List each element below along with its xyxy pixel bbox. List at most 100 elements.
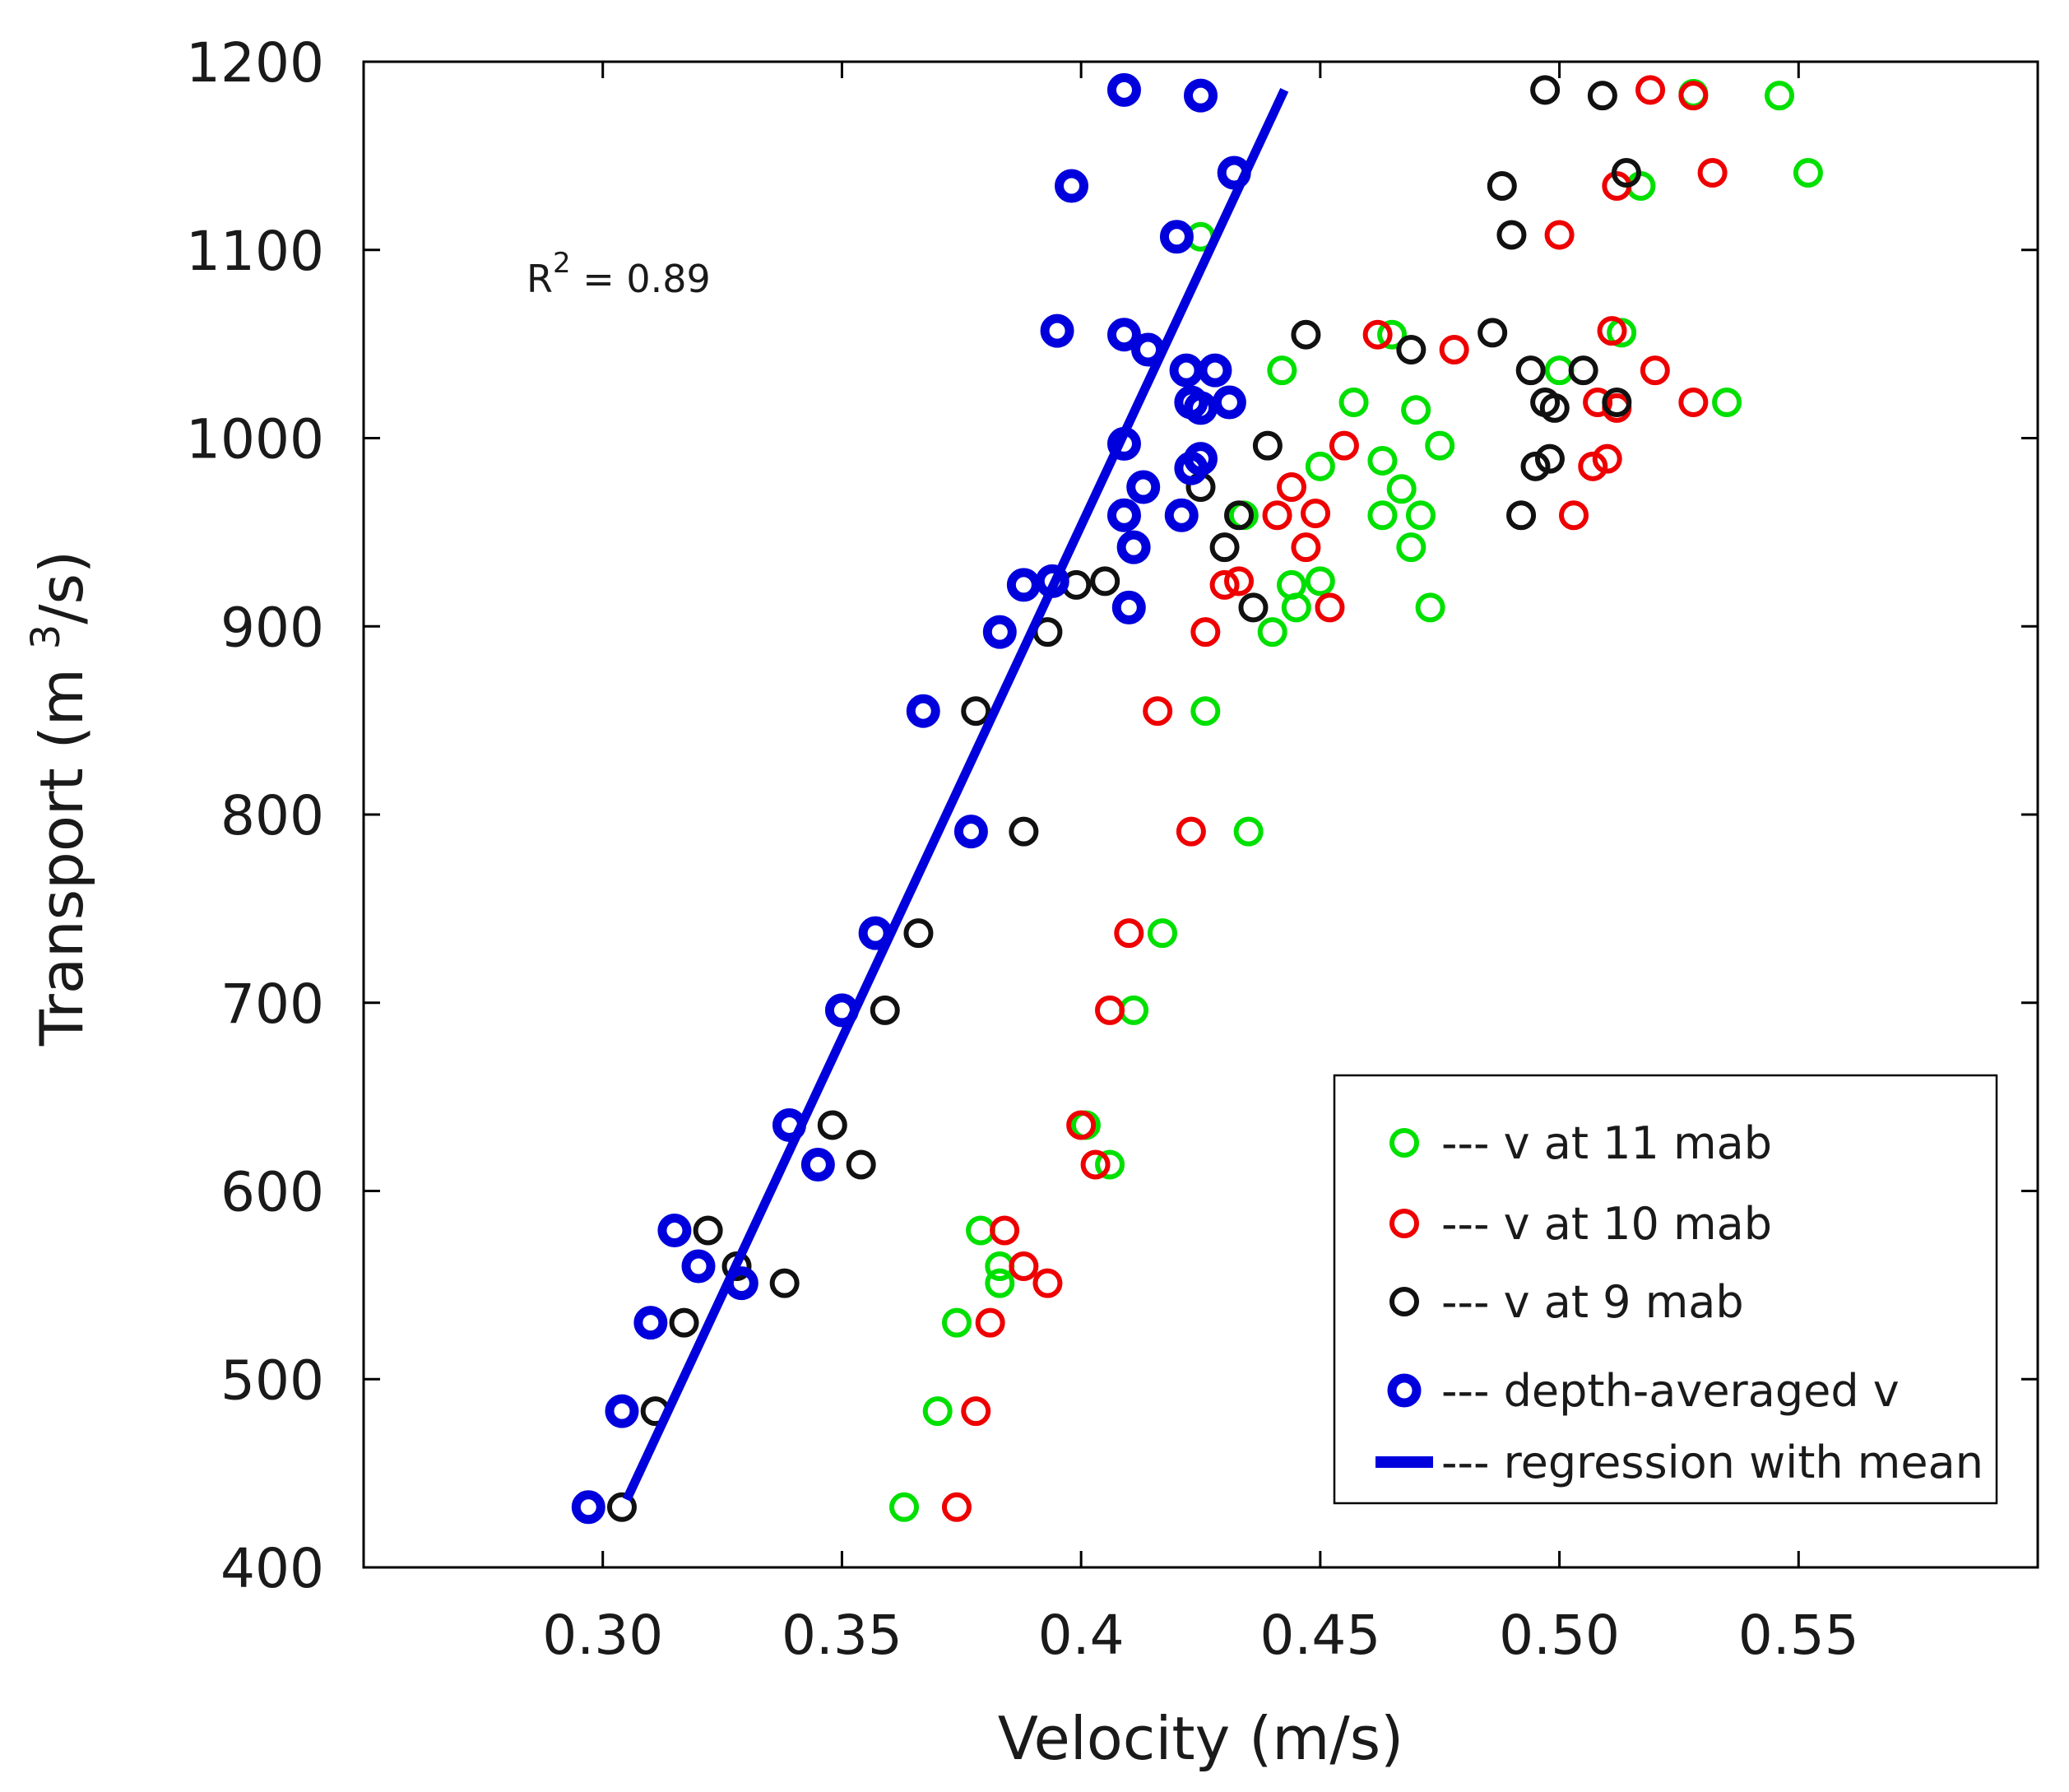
r-squared-prefix: R: [527, 257, 553, 301]
legend-label: --- v at 10 mab: [1441, 1198, 1772, 1250]
x-tick-label: 0.4: [1038, 1604, 1125, 1667]
series-0-point: [1396, 532, 1426, 563]
y-tick-label: 1100: [186, 220, 324, 283]
series-2-point: [1009, 816, 1039, 847]
regression-line: [622, 87, 1289, 1502]
series-3-point: [1174, 385, 1208, 420]
series-2-point: [1209, 532, 1240, 563]
series-1-point: [1578, 451, 1608, 481]
series-3-point: [681, 1249, 716, 1284]
series-0-point: [1276, 569, 1306, 600]
r-squared-sup: 2: [553, 247, 571, 280]
y-tick-label: 600: [220, 1161, 324, 1224]
series-1-point: [1640, 355, 1670, 386]
series-0-point: [1305, 566, 1335, 597]
legend-label: --- v at 9 mab: [1441, 1276, 1744, 1328]
series-1-point: [1362, 319, 1393, 350]
series-3-point: [605, 1394, 639, 1428]
series-1-point: [1592, 443, 1622, 474]
legend-marker-swatch: [1389, 1287, 1419, 1316]
series-1-point: [1678, 81, 1709, 111]
series-1-point: [1209, 569, 1240, 600]
y-tick-label: 500: [220, 1349, 324, 1412]
series-1-point: [1262, 500, 1292, 531]
series-3-point: [1040, 313, 1074, 348]
series-1-point: [1190, 617, 1221, 648]
y-tick-label: 700: [220, 973, 324, 1036]
series-2-point: [693, 1215, 723, 1246]
x-tick-label: 0.45: [1259, 1604, 1380, 1667]
series-0-point: [1190, 696, 1221, 727]
series-2-point: [1487, 170, 1517, 201]
series-0-point: [1405, 500, 1436, 531]
series-3-point: [1198, 353, 1232, 388]
series-0-point: [1257, 617, 1287, 648]
series-3-point: [1111, 590, 1146, 624]
data-layer: [571, 72, 1823, 1525]
x-tick-label: 0.35: [782, 1604, 902, 1667]
series-0-point: [1095, 1149, 1125, 1180]
legend-label: --- depth-averaged v: [1441, 1365, 1900, 1417]
series-2-point: [903, 918, 934, 949]
y-tick-label: 1200: [186, 31, 324, 95]
series-1-point: [1544, 220, 1575, 250]
y-tick-label: 1000: [186, 408, 324, 471]
series-2-point: [1478, 318, 1508, 348]
series-0-point: [1386, 474, 1417, 504]
x-axis-title: Velocity (m/s): [998, 1704, 1403, 1773]
series-2-point: [1396, 334, 1426, 364]
series-0-point: [1367, 500, 1398, 531]
series-2-point: [1496, 220, 1527, 250]
series-2-point: [1252, 430, 1283, 461]
series-0-point: [1147, 918, 1177, 949]
series-0-point: [1338, 388, 1369, 418]
series-3-point: [982, 615, 1017, 649]
series-3-point: [571, 1490, 605, 1525]
series-2-point: [1611, 157, 1641, 188]
series-1-point: [1559, 500, 1589, 531]
legend-label: --- regression with mean: [1441, 1437, 1983, 1488]
series-0-point: [1415, 592, 1445, 623]
y-axis-title: Transport (m 3/s): [23, 550, 96, 1047]
series-1-point: [1678, 388, 1709, 418]
series-1-point: [1224, 566, 1255, 597]
series-1-point: [1080, 1149, 1111, 1180]
y-axis-title-main: Transport (m: [27, 649, 96, 1047]
series-2-point: [870, 995, 900, 1025]
series-1-point: [1583, 388, 1613, 418]
y-tick-label: 900: [220, 596, 324, 659]
series-2-point: [1520, 451, 1551, 481]
legend: --- v at 11 mab --- v at 10 mab --- v at 9…: [1333, 1074, 1998, 1505]
series-2-point: [1090, 566, 1120, 597]
legend-label: --- v at 11 mab: [1441, 1117, 1772, 1169]
series-3-point: [800, 1147, 835, 1182]
series-0-point: [922, 1396, 953, 1427]
x-tick-label: 0.30: [542, 1604, 663, 1667]
series-0-point: [1765, 81, 1795, 111]
series-0-point: [1233, 816, 1264, 847]
r-squared-annotation: R2 = 0.89: [527, 247, 711, 301]
series-1-point: [941, 1492, 972, 1522]
y-tick-label: 800: [220, 784, 324, 847]
series-0-point: [1305, 451, 1335, 481]
series-1-point: [1439, 334, 1469, 364]
series-1-point: [975, 1307, 1005, 1338]
series-2-point: [846, 1149, 876, 1180]
series-3-point: [1212, 385, 1246, 420]
series-0-point: [1401, 395, 1431, 425]
series-1-point: [1032, 1268, 1063, 1298]
series-3-point: [953, 815, 988, 849]
frame-layer: [362, 60, 2039, 1569]
series-1-point: [1009, 1251, 1039, 1281]
series-1-point: [1697, 157, 1728, 188]
series-2-point: [769, 1268, 800, 1298]
series-0-point: [1793, 157, 1823, 188]
series-2-point: [961, 696, 991, 727]
series-1-point: [961, 1396, 991, 1427]
series-1-point: [1095, 995, 1125, 1025]
series-1-point: [1143, 696, 1173, 727]
series-2-point: [1224, 500, 1255, 531]
series-3-point: [1055, 169, 1089, 203]
series-2-point: [817, 1110, 847, 1140]
